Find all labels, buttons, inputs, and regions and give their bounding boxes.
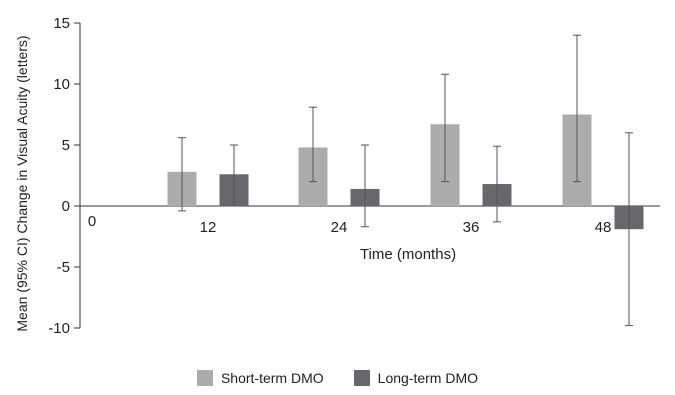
legend: Short-term DMO Long-term DMO <box>0 370 675 386</box>
y-tick-label: 0 <box>62 198 70 215</box>
x-origin-label: 0 <box>88 213 96 230</box>
legend-item-short-term: Short-term DMO <box>196 370 324 386</box>
x-tick-label: 12 <box>200 219 217 236</box>
x-tick-label: 36 <box>463 219 480 236</box>
x-axis-title: Time (months) <box>360 246 456 263</box>
legend-label-short-term: Short-term DMO <box>220 370 324 386</box>
legend-item-long-term: Long-term DMO <box>353 370 479 386</box>
x-tick-label: 48 <box>595 219 612 236</box>
y-tick-label: -10 <box>48 320 70 337</box>
chart-svg: -10 -5 0 5 10 15 Mean (95% CI) Change in Visua… <box>14 15 660 337</box>
y-axis-title: Mean (95% CI) Change in Visual Acuity (l… <box>14 35 30 331</box>
y-tick-label: 15 <box>53 15 70 32</box>
y-tick-label: -5 <box>57 259 70 276</box>
x-tick-label: 24 <box>331 219 348 236</box>
legend-swatch-short-term <box>196 370 213 386</box>
legend-swatch-long-term <box>353 370 370 386</box>
legend-label-long-term: Long-term DMO <box>377 370 479 386</box>
y-tick-label: 10 <box>53 76 70 93</box>
y-tick-label: 5 <box>62 137 70 154</box>
